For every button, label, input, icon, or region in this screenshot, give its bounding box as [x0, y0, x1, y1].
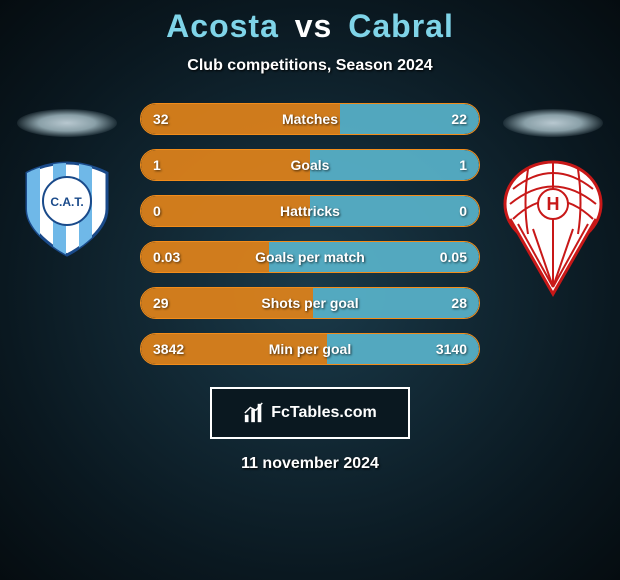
stat-row: 1 1 Goals	[140, 149, 480, 181]
player2-name: Cabral	[348, 8, 454, 44]
stat-row: 32 22 Matches	[140, 103, 480, 135]
right-side: H	[498, 103, 608, 299]
stat-row: 0.03 0.05 Goals per match	[140, 241, 480, 273]
stat-value-right: 1	[459, 157, 467, 173]
stat-row: 3842 3140 Min per goal	[140, 333, 480, 365]
stat-value-right: 28	[451, 295, 467, 311]
branding-box: FcTables.com	[210, 387, 410, 439]
svg-text:C.A.T.: C.A.T.	[50, 195, 83, 209]
comparison-infographic: Acosta vs Cabral Club competitions, Seas…	[0, 0, 620, 473]
stat-label: Goals per match	[255, 249, 365, 265]
huracan-crest: H	[498, 159, 608, 299]
stat-value-right: 3140	[436, 341, 467, 357]
stat-label: Min per goal	[269, 341, 351, 357]
stat-fill-right	[310, 150, 479, 180]
stat-label: Matches	[282, 111, 338, 127]
huracan-crest-svg: H	[498, 159, 608, 299]
main-row: C.A.T. 32 22 Matches 1 1 Goals 0 0 Hattricks 0.03…	[0, 103, 620, 365]
stat-value-right: 0.05	[440, 249, 467, 265]
subtitle: Club competitions, Season 2024	[187, 57, 432, 75]
stat-value-left: 0	[153, 203, 161, 219]
date-label: 11 november 2024	[241, 455, 379, 473]
stats-list: 32 22 Matches 1 1 Goals 0 0 Hattricks 0.03 0.05 Goa…	[140, 103, 480, 365]
svg-text:H: H	[547, 194, 560, 214]
stat-value-left: 32	[153, 111, 169, 127]
player-shadow-left	[17, 109, 117, 137]
brand-text: FcTables.com	[271, 404, 377, 422]
cat-crest-svg: C.A.T.	[17, 159, 117, 259]
player1-name: Acosta	[166, 8, 279, 44]
stat-value-left: 29	[153, 295, 169, 311]
player-shadow-right	[503, 109, 603, 137]
stat-label: Goals	[291, 157, 330, 173]
chart-bar-icon	[243, 402, 265, 424]
stat-label: Shots per goal	[261, 295, 358, 311]
cat-crest: C.A.T.	[17, 159, 117, 259]
stat-row: 0 0 Hattricks	[140, 195, 480, 227]
stat-value-right: 0	[459, 203, 467, 219]
stat-label: Hattricks	[280, 203, 340, 219]
vs-label: vs	[295, 8, 333, 44]
stat-fill-left	[141, 150, 310, 180]
stat-value-right: 22	[451, 111, 467, 127]
stat-row: 29 28 Shots per goal	[140, 287, 480, 319]
stat-value-left: 3842	[153, 341, 184, 357]
page-title: Acosta vs Cabral	[166, 8, 454, 45]
stat-value-left: 1	[153, 157, 161, 173]
stat-value-left: 0.03	[153, 249, 180, 265]
left-side: C.A.T.	[12, 103, 122, 259]
